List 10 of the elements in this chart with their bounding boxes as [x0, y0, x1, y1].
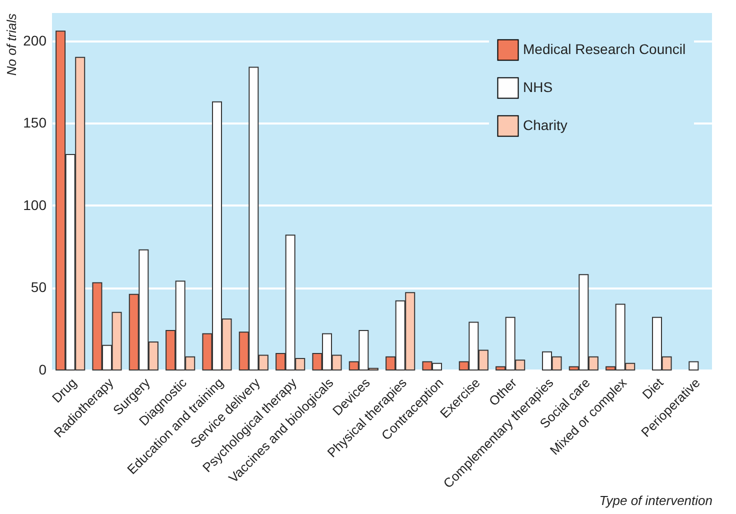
x-axis-title: Type of intervention: [599, 492, 712, 508]
y-tick-label: 50: [30, 279, 47, 296]
y-tick-label: 200: [23, 32, 47, 48]
y-tick-label: 100: [23, 196, 47, 213]
legend-label: NHS: [523, 79, 553, 95]
legend-label: Medical Research Council: [523, 41, 686, 57]
y-tick-label: 0: [38, 362, 47, 378]
y-axis-title: No of trials: [4, 13, 20, 76]
legend-label: Charity: [523, 117, 568, 133]
y-tick-label: 150: [23, 114, 47, 131]
